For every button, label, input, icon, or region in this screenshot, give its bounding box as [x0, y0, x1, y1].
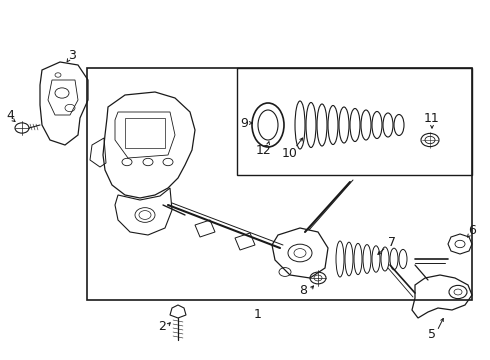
Bar: [237, 68, 472, 175]
Text: 10: 10: [282, 147, 298, 159]
Bar: [125, 118, 165, 148]
Text: 8: 8: [299, 284, 307, 297]
Text: 4: 4: [6, 108, 14, 122]
Text: 3: 3: [68, 49, 76, 62]
Bar: [87, 68, 472, 300]
Text: 1: 1: [254, 309, 262, 321]
Text: 12: 12: [256, 144, 272, 157]
Text: 9: 9: [240, 117, 248, 130]
Text: 5: 5: [428, 329, 436, 342]
Text: 6: 6: [468, 224, 476, 237]
Text: 7: 7: [388, 235, 396, 248]
Text: 2: 2: [158, 320, 166, 333]
Text: 11: 11: [424, 112, 440, 125]
